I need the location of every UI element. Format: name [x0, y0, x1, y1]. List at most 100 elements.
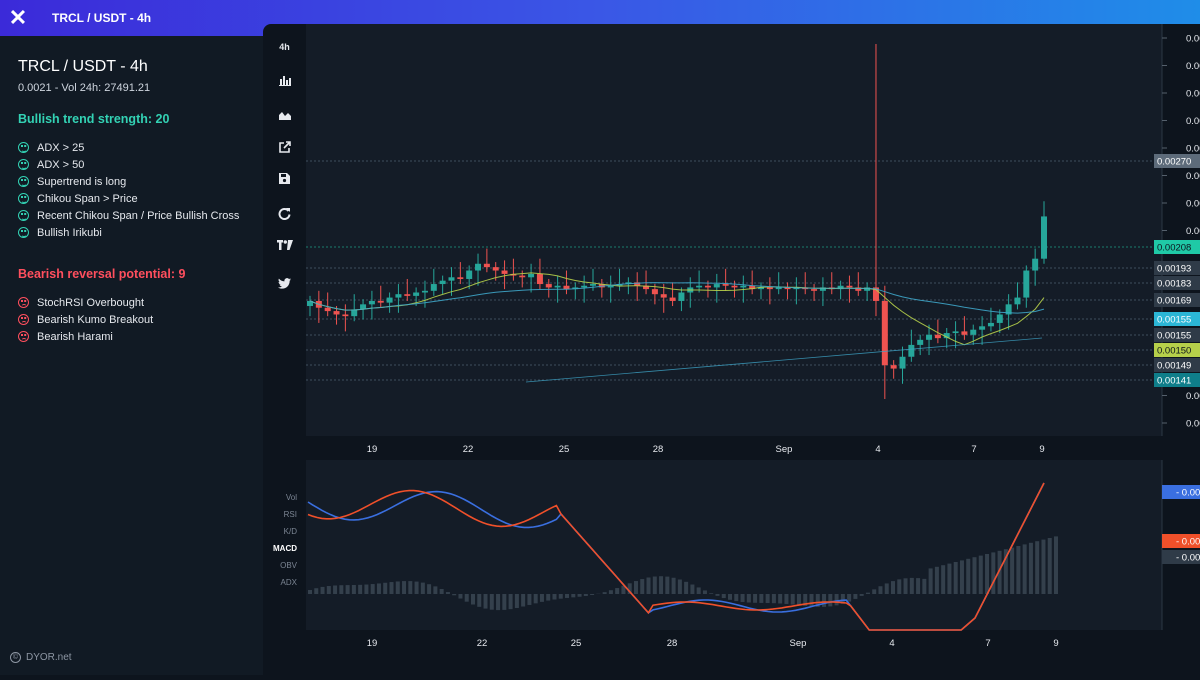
bullish-signal-list: ADX > 25 ADX > 50 Supertrend is long Chi…	[18, 139, 239, 241]
candle-body	[502, 271, 508, 274]
bar-chart-icon[interactable]	[263, 69, 306, 91]
macd-histogram-bar	[741, 594, 745, 602]
refresh-icon[interactable]	[263, 202, 306, 224]
candle-body	[979, 326, 985, 329]
macd-histogram-bar	[1048, 538, 1052, 594]
candle-body	[1041, 216, 1047, 258]
pair-title: TRCL / USDT - 4h	[18, 58, 148, 76]
candle-body	[413, 293, 419, 296]
price-tag-label: 0.00270	[1157, 157, 1191, 168]
bearish-signal-list: StochRSI Overbought Bearish Kumo Breakou…	[18, 294, 153, 345]
x-tick-label: 25	[559, 444, 570, 455]
footer-brand[interactable]: ©DYOR.net	[10, 652, 72, 663]
chart-area[interactable]: 0.003600.003400.003200.003000.002800.002…	[306, 24, 1200, 675]
indicator-rsi[interactable]: RSI	[263, 506, 306, 523]
candle-body	[537, 274, 543, 284]
candle-body	[581, 286, 587, 288]
x-tick-label: 9	[1039, 444, 1044, 455]
macd-histogram-bar	[339, 585, 343, 594]
macd-histogram-bar	[458, 594, 462, 599]
macd-histogram-bar	[502, 594, 506, 610]
macd-histogram-bar	[690, 585, 694, 594]
candle-body	[422, 291, 428, 293]
indicator-obv[interactable]: OBV	[263, 557, 306, 574]
macd-histogram-bar	[935, 567, 939, 594]
y-tick-label: 0.00220	[1186, 226, 1200, 237]
external-link-icon[interactable]	[263, 136, 306, 158]
macd-histogram-bar	[759, 594, 763, 603]
macd-histogram-bar	[565, 594, 569, 598]
y-tick-label: 0.00320	[1186, 89, 1200, 100]
candle-body	[1032, 259, 1038, 271]
candle-body	[342, 314, 348, 316]
interval-button[interactable]: 4h	[263, 36, 306, 58]
candle-body	[555, 286, 561, 288]
macd-histogram-bar	[358, 585, 362, 594]
candle-body	[661, 294, 667, 297]
indicator-kd[interactable]: K/D	[263, 523, 306, 540]
candle-body	[811, 289, 817, 291]
x-tick-label: 28	[653, 444, 664, 455]
signal-label: Bearish Kumo Breakout	[37, 314, 153, 326]
y-tick-label: 0.00240	[1186, 199, 1200, 210]
copyright-icon: ©	[10, 652, 21, 663]
list-item: Supertrend is long	[18, 173, 239, 190]
candle-body	[776, 287, 782, 289]
bullish-heading: Bullish trend strength: 20	[18, 112, 169, 126]
macd-histogram-bar	[1054, 536, 1058, 594]
macd-histogram-bar	[559, 594, 563, 599]
macd-histogram-bar	[897, 579, 901, 594]
macd-histogram-bar	[389, 582, 393, 594]
price-tag-label: 0.00155	[1157, 331, 1191, 342]
pair-stats: 0.0021 - Vol 24h: 27491.21	[18, 82, 150, 94]
macd-histogram-bar	[421, 583, 425, 594]
candle-body	[334, 311, 340, 314]
candle-body	[900, 357, 906, 369]
save-icon[interactable]	[263, 167, 306, 189]
macd-histogram-bar	[452, 594, 456, 595]
candle-body	[714, 284, 720, 287]
macd-value-label: - 0.00	[1176, 537, 1200, 548]
candle-body	[546, 284, 552, 287]
twitter-icon[interactable]	[263, 272, 306, 294]
y-tick-label: 0.00280	[1186, 144, 1200, 155]
candle-body	[705, 286, 711, 288]
candle-body	[953, 331, 959, 333]
macd-histogram-bar	[715, 594, 719, 596]
candle-body	[395, 294, 401, 297]
macd-histogram-bar	[784, 594, 788, 604]
candle-body	[767, 287, 773, 289]
list-item: StochRSI Overbought	[18, 294, 153, 311]
macd-histogram-bar	[377, 583, 381, 594]
macd-histogram-bar	[922, 579, 926, 594]
candle-body	[997, 314, 1003, 322]
area-chart-icon[interactable]	[263, 104, 306, 126]
close-icon[interactable]: ✕	[0, 0, 36, 36]
macd-histogram-bar	[979, 556, 983, 594]
macd-histogram-bar	[1016, 546, 1020, 594]
candle-body	[961, 331, 967, 334]
bearish-heading: Bearish reversal potential: 9	[18, 267, 185, 281]
candle-body	[387, 298, 393, 303]
indicator-macd[interactable]: MACD	[263, 540, 306, 557]
macd-histogram-bar	[703, 590, 707, 594]
x-tick-label: 7	[971, 444, 976, 455]
macd-histogram-bar	[314, 588, 318, 594]
candle-body	[440, 281, 446, 284]
y-tick-label: 0.00300	[1186, 116, 1200, 127]
macd-histogram-bar	[1023, 544, 1027, 594]
macd-histogram-bar	[866, 593, 870, 594]
candle-body	[846, 286, 852, 288]
macd-histogram-bar	[640, 579, 644, 594]
indicator-vol[interactable]: Vol	[263, 489, 306, 506]
signal-label: Bullish Irikubi	[37, 227, 102, 239]
macd-histogram-bar	[653, 577, 657, 594]
tradingview-icon[interactable]	[263, 234, 306, 256]
indicator-adx[interactable]: ADX	[263, 574, 306, 591]
chart-canvas[interactable]: 0.003600.003400.003200.003000.002800.002…	[306, 24, 1200, 675]
x-tick-label: 19	[367, 638, 378, 649]
macd-histogram-bar	[327, 586, 331, 594]
macd-histogram-bar	[590, 594, 594, 595]
candle-body	[988, 323, 994, 326]
macd-histogram-bar	[352, 585, 356, 594]
